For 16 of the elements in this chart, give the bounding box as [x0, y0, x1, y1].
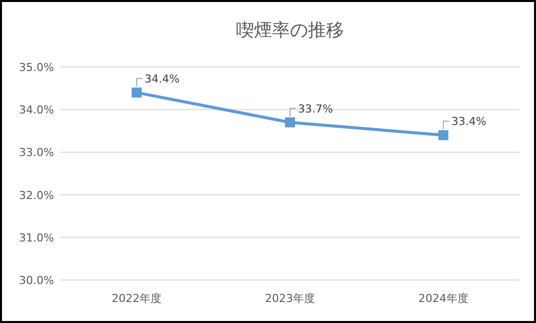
point	[132, 88, 142, 98]
y-tick-label: 31.0%	[19, 231, 54, 244]
y-tick-label: 35.0%	[19, 61, 54, 74]
point	[285, 117, 295, 128]
y-tick-label: 34.0%	[19, 104, 54, 117]
data-label: 34.4%	[144, 72, 180, 86]
chart-title: 喫煙率の推移	[236, 20, 344, 41]
data-label: 33.4%	[451, 115, 486, 128]
data-label: 33.7%	[298, 102, 333, 116]
y-tick-label: 33.0%	[19, 146, 54, 160]
x-tick-label: 2024年度	[418, 292, 468, 305]
x-tick-label: 2022年度	[112, 292, 162, 305]
y-tick-label: 30.0%	[19, 274, 54, 287]
x-tick-label: 2023年度	[265, 292, 315, 305]
point	[438, 130, 448, 140]
y-tick-label: 32.0%	[19, 188, 54, 202]
